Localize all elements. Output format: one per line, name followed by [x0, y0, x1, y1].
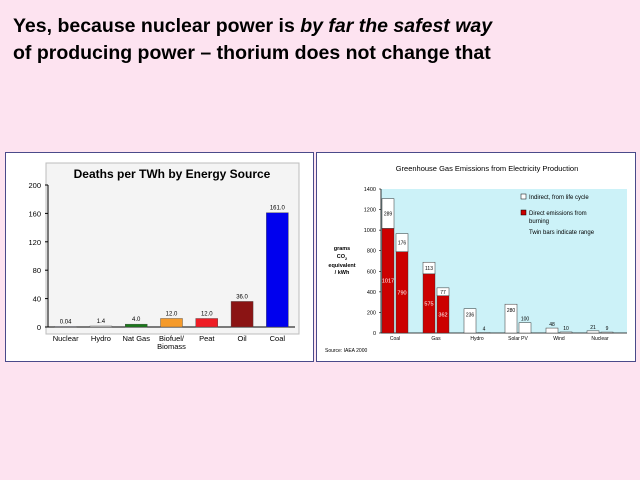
- x-tick-label: Wind: [553, 336, 565, 342]
- plot-background: [381, 189, 627, 333]
- x-tick-label: Peat: [199, 334, 215, 343]
- data-label: 280: [507, 308, 516, 314]
- bar-indirect: [477, 332, 491, 334]
- bar-indirect: [600, 331, 614, 334]
- chart-frame: [45, 162, 300, 335]
- bar-indirect: [559, 331, 573, 334]
- data-label: 362: [438, 312, 447, 318]
- bar-indirect: [395, 233, 409, 252]
- ghg-emissions-chart: Greenhouse Gas Emissions from Electricit…: [325, 164, 627, 354]
- y-tick-label: 0: [373, 331, 376, 337]
- data-label: 161.0: [270, 206, 286, 212]
- bar: [89, 325, 113, 328]
- data-label: 9: [606, 326, 609, 332]
- x-tick-label: Solar PV: [508, 336, 528, 342]
- y-tick-label: 120: [28, 238, 41, 247]
- y-tick-label: 1000: [364, 228, 376, 234]
- data-label: 77: [440, 290, 446, 296]
- deaths-per-twh-chart: Deaths per TWh by Energy Source 0 40 80 120 1…: [28, 162, 300, 351]
- y-axis-label: / kWh: [335, 270, 350, 276]
- legend-label: burning: [529, 219, 549, 225]
- bar: [230, 301, 254, 328]
- y-tick-label: 400: [367, 290, 376, 296]
- bar-indirect: [463, 308, 477, 334]
- data-label: 12.0: [201, 311, 213, 317]
- deaths-per-twh-chart-panel: Deaths per TWh by Energy Source 0 40 80 120 1…: [5, 152, 314, 362]
- legend-label: Direct emissions from: [529, 211, 587, 217]
- x-tick-label: Nuclear: [591, 336, 609, 342]
- x-tick-label: Biomass: [157, 342, 186, 351]
- legend-swatch-indirect: [520, 193, 527, 200]
- x-tick-label: Gas: [431, 336, 441, 342]
- x-tick-label: Oil: [237, 334, 247, 343]
- bar-indirect: [545, 327, 559, 334]
- chart-title: Deaths per TWh by Energy Source: [74, 167, 271, 181]
- data-label: 100: [521, 317, 530, 323]
- bar-indirect: [586, 330, 600, 334]
- headline-line-2: of producing power – thorium does not ch…: [13, 42, 491, 64]
- y-tick-label: 40: [33, 295, 41, 304]
- bar: [266, 212, 289, 328]
- bar: [195, 318, 218, 328]
- y-tick-label: 80: [33, 266, 41, 275]
- headline: Yes, because nuclear power is by far the…: [13, 13, 633, 67]
- y-tick-label: 160: [28, 209, 41, 218]
- data-label: 289: [384, 212, 393, 218]
- y-tick-label: 200: [367, 310, 376, 316]
- data-label: 36.0: [236, 294, 248, 300]
- bar: [160, 318, 183, 328]
- x-tick-label: Nat Gas: [122, 334, 150, 343]
- data-label: 790: [397, 290, 406, 296]
- data-label: 236: [466, 313, 475, 319]
- x-tick-label: Hydro: [470, 336, 484, 342]
- data-label: 575: [424, 301, 433, 307]
- y-tick-label: 600: [367, 269, 376, 275]
- bar-indirect: [436, 287, 450, 297]
- y-tick-label: 1400: [364, 187, 376, 193]
- data-label: 0.04: [60, 319, 72, 325]
- data-label: 12.0: [166, 311, 178, 317]
- data-label: 4: [483, 327, 486, 333]
- legend-label: Indirect, from life cycle: [529, 195, 589, 201]
- x-tick-label: Coal: [390, 336, 400, 342]
- bar-indirect: [518, 322, 532, 334]
- x-tick-label: Biofuel/: [159, 334, 185, 343]
- data-label: 1017: [382, 279, 394, 285]
- bar-indirect: [422, 261, 436, 275]
- x-tick-label: Coal: [270, 334, 286, 343]
- bar: [125, 323, 148, 328]
- bar-indirect: [504, 303, 518, 334]
- data-label: 21: [590, 325, 596, 331]
- y-tick-label: 0: [37, 323, 41, 332]
- headline-plain-text: Yes, because nuclear power is: [13, 15, 301, 37]
- legend-swatch-direct: [520, 209, 527, 216]
- y-tick-label: 800: [367, 249, 376, 255]
- bar-indirect: [381, 198, 395, 229]
- chart-title: Greenhouse Gas Emissions from Electricit…: [396, 164, 579, 173]
- headline-line-1: Yes, because nuclear power is by far the…: [13, 13, 633, 40]
- data-label: 176: [398, 241, 407, 247]
- data-label: 113: [425, 266, 433, 272]
- y-tick-label: 1200: [364, 208, 376, 214]
- source-note: Source: IAEA 2000: [325, 348, 367, 354]
- legend-note: Twin bars indicate range: [529, 230, 595, 236]
- ghg-emissions-chart-panel: Greenhouse Gas Emissions from Electricit…: [316, 152, 636, 362]
- headline-emphasis-text: by far the safest way: [300, 15, 493, 37]
- y-axis-label: equivalent: [328, 263, 355, 269]
- data-label: 4.0: [132, 317, 141, 323]
- x-tick-label: Nuclear: [53, 334, 79, 343]
- x-tick-label: Hydro: [91, 334, 111, 343]
- y-axis-label: CO2: [337, 254, 348, 261]
- y-tick-label: 200: [28, 181, 41, 190]
- bar: [54, 326, 77, 328]
- data-label: 10: [563, 326, 569, 332]
- data-label: 48: [549, 322, 555, 328]
- data-label: 1.4: [97, 319, 106, 325]
- y-axis-label: grams: [334, 246, 351, 252]
